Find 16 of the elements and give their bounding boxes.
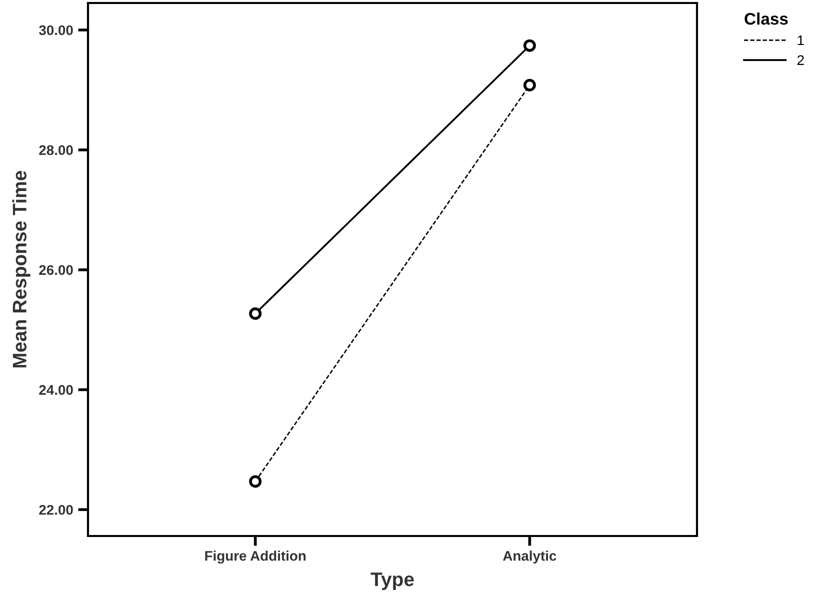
y-tick-label: 24.00 [39,385,73,395]
legend-title: Class [744,12,788,25]
y-axis-title: Mean Response Time [12,170,30,368]
x-axis-title: Type [370,572,414,590]
point [523,78,536,92]
y-tick-label: 26.00 [39,265,73,275]
legend-label: 2 [797,55,804,65]
y-tick-label: 30.00 [38,25,73,36]
x-tick-label: Analytic [502,550,556,564]
y-tick-label: 22.00 [39,504,73,515]
point [523,39,536,52]
y-tick-label: 28.00 [39,145,73,156]
point [249,475,262,488]
legend-label: 1 [798,35,804,46]
x-tick-label: Figure Addition [205,550,306,564]
point [249,307,262,320]
